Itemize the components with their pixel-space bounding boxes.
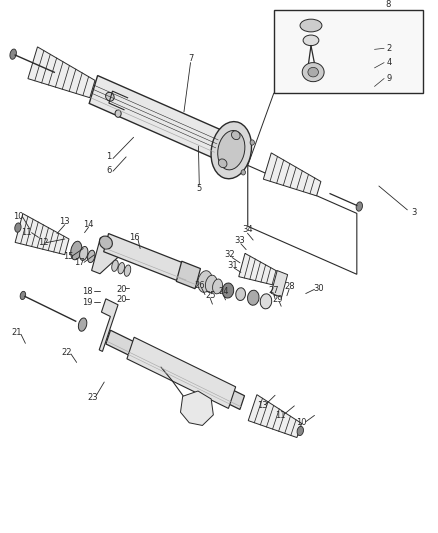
Text: 34: 34 bbox=[242, 225, 253, 235]
Text: 10: 10 bbox=[13, 212, 24, 221]
Text: 2: 2 bbox=[386, 44, 392, 53]
Text: 7: 7 bbox=[188, 54, 193, 63]
Ellipse shape bbox=[211, 122, 251, 179]
Ellipse shape bbox=[236, 288, 245, 301]
Ellipse shape bbox=[78, 318, 87, 331]
Text: 8: 8 bbox=[385, 1, 390, 10]
Ellipse shape bbox=[80, 246, 88, 261]
Text: 31: 31 bbox=[227, 261, 237, 270]
Text: 20: 20 bbox=[117, 285, 127, 294]
Polygon shape bbox=[92, 238, 121, 274]
Text: 32: 32 bbox=[225, 250, 235, 259]
Text: 29: 29 bbox=[273, 295, 283, 304]
Ellipse shape bbox=[241, 169, 245, 175]
Ellipse shape bbox=[218, 131, 245, 170]
Polygon shape bbox=[89, 76, 221, 158]
Polygon shape bbox=[263, 153, 321, 196]
Polygon shape bbox=[127, 337, 236, 408]
Text: 15: 15 bbox=[63, 252, 73, 261]
Ellipse shape bbox=[219, 159, 227, 168]
Ellipse shape bbox=[303, 35, 319, 46]
Ellipse shape bbox=[88, 250, 95, 263]
Polygon shape bbox=[177, 261, 201, 289]
Text: 18: 18 bbox=[82, 287, 93, 296]
Text: 16: 16 bbox=[130, 233, 140, 242]
Ellipse shape bbox=[106, 92, 114, 101]
Ellipse shape bbox=[300, 19, 322, 32]
Text: 13: 13 bbox=[257, 401, 267, 410]
Text: 19: 19 bbox=[82, 298, 93, 307]
Ellipse shape bbox=[260, 294, 272, 309]
Ellipse shape bbox=[15, 223, 21, 232]
Ellipse shape bbox=[297, 426, 304, 435]
Ellipse shape bbox=[250, 140, 254, 145]
Text: 23: 23 bbox=[88, 393, 98, 402]
Polygon shape bbox=[239, 253, 281, 286]
Ellipse shape bbox=[99, 236, 113, 249]
Ellipse shape bbox=[308, 67, 318, 77]
Ellipse shape bbox=[118, 263, 124, 274]
Polygon shape bbox=[271, 271, 288, 297]
Text: 20: 20 bbox=[117, 295, 127, 304]
Bar bbox=[274, 10, 423, 93]
Text: 3: 3 bbox=[411, 208, 417, 217]
Text: 5: 5 bbox=[197, 184, 202, 193]
Ellipse shape bbox=[124, 265, 131, 276]
Polygon shape bbox=[248, 394, 302, 438]
Text: 24: 24 bbox=[218, 287, 229, 296]
Ellipse shape bbox=[71, 241, 82, 260]
Text: 30: 30 bbox=[314, 284, 324, 293]
Text: 26: 26 bbox=[194, 280, 205, 289]
Polygon shape bbox=[180, 391, 213, 425]
Ellipse shape bbox=[247, 290, 259, 305]
Text: 28: 28 bbox=[285, 282, 295, 291]
Ellipse shape bbox=[356, 202, 363, 211]
Text: 9: 9 bbox=[386, 74, 392, 83]
Polygon shape bbox=[28, 47, 95, 98]
Text: 6: 6 bbox=[106, 166, 111, 175]
Ellipse shape bbox=[212, 279, 223, 294]
Ellipse shape bbox=[10, 49, 16, 59]
Text: 11: 11 bbox=[21, 228, 32, 237]
Polygon shape bbox=[104, 233, 190, 284]
Polygon shape bbox=[106, 330, 244, 409]
Ellipse shape bbox=[205, 275, 217, 293]
Text: 27: 27 bbox=[268, 286, 279, 295]
Text: 14: 14 bbox=[83, 220, 94, 229]
Ellipse shape bbox=[232, 131, 240, 140]
Polygon shape bbox=[99, 299, 118, 351]
Text: 10: 10 bbox=[296, 418, 307, 427]
Ellipse shape bbox=[222, 283, 234, 298]
Text: 22: 22 bbox=[61, 349, 72, 358]
Ellipse shape bbox=[20, 292, 26, 300]
Ellipse shape bbox=[115, 110, 121, 117]
Text: 25: 25 bbox=[205, 291, 215, 300]
Text: 1: 1 bbox=[106, 152, 111, 161]
Text: 21: 21 bbox=[11, 328, 22, 337]
Text: 13: 13 bbox=[60, 217, 70, 226]
Ellipse shape bbox=[302, 62, 324, 82]
Ellipse shape bbox=[112, 260, 118, 271]
Text: 33: 33 bbox=[235, 236, 245, 245]
Text: 4: 4 bbox=[386, 58, 392, 67]
Polygon shape bbox=[15, 214, 69, 255]
Ellipse shape bbox=[198, 271, 212, 292]
Text: 17: 17 bbox=[74, 259, 85, 268]
Text: 11: 11 bbox=[275, 411, 286, 420]
Text: 12: 12 bbox=[38, 238, 48, 247]
